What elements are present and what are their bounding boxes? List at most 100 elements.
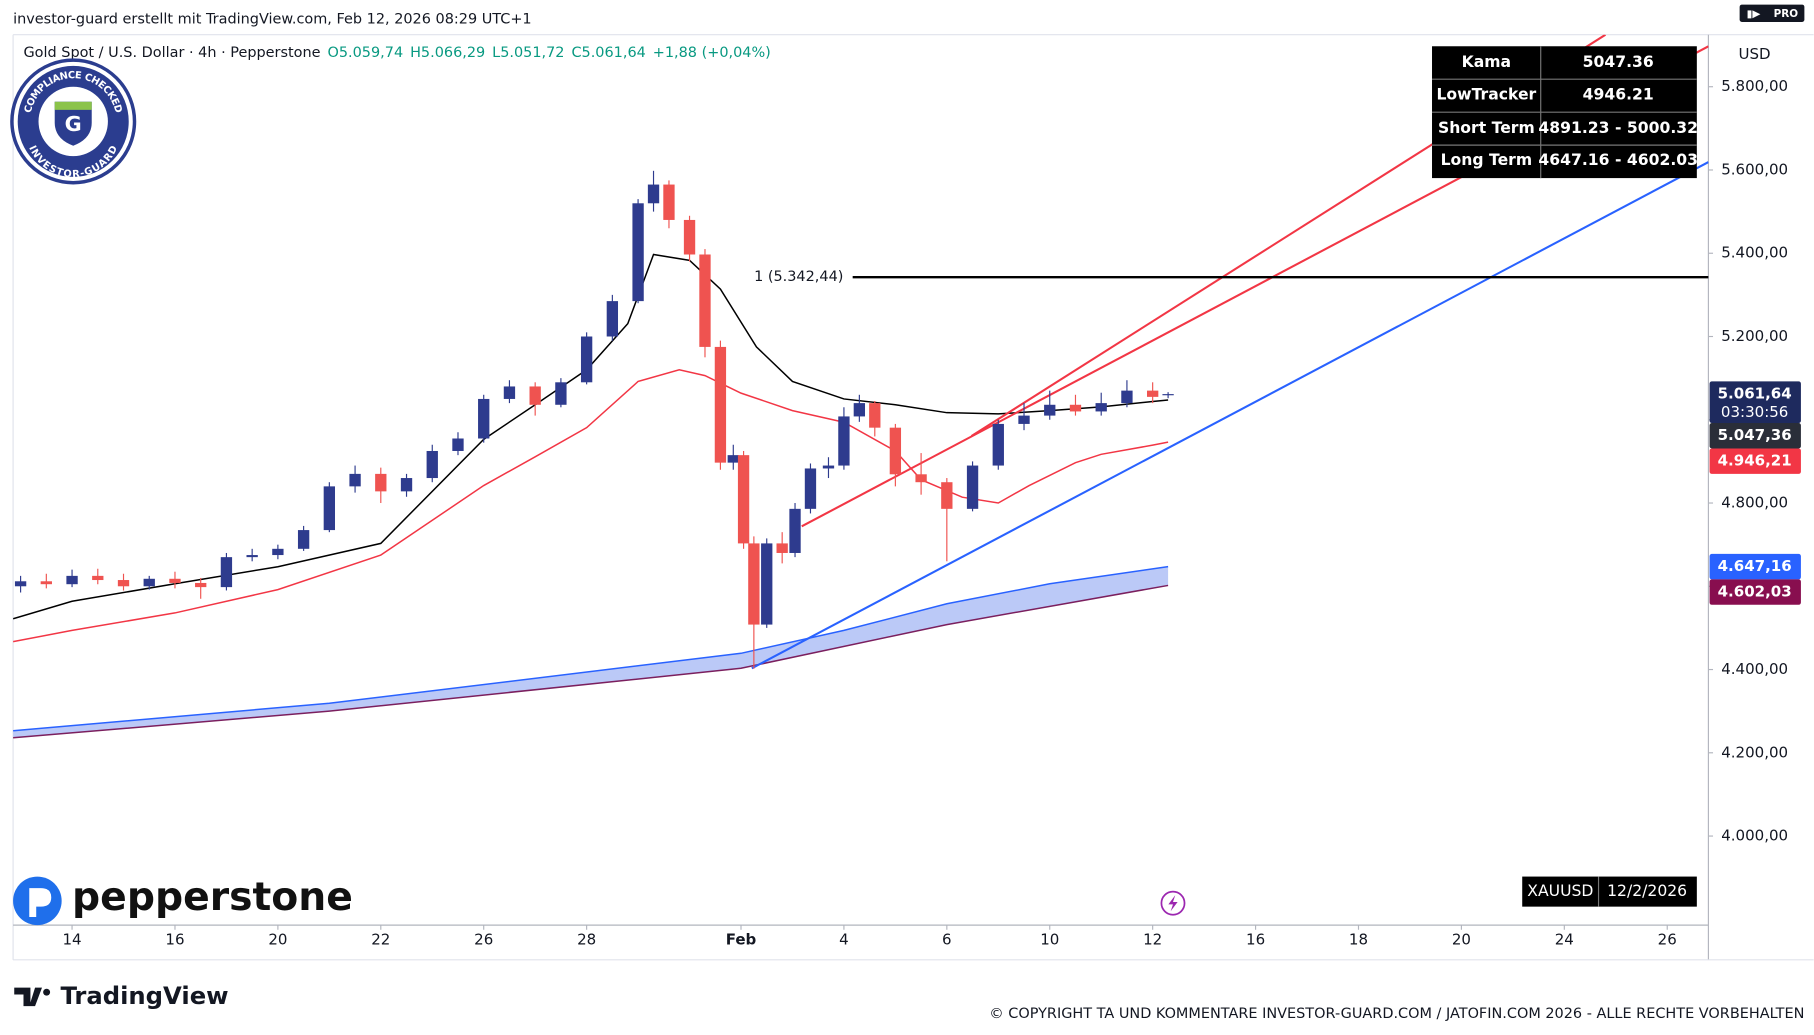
attribution: investor-guard erstellt mit TradingView.… [13,12,532,28]
price-label-text: 4.602,03 [1718,583,1792,601]
x-tick-label: 12 [1143,931,1162,949]
candle-body [1018,415,1030,424]
price-label-text: 4.946,21 [1718,452,1792,470]
candle-body [915,474,927,483]
table-cell: Kama [1462,53,1511,71]
tv-pro: PRO [1774,8,1799,20]
candle-body [1044,404,1056,416]
x-tick-label: 26 [1658,931,1677,949]
candle-body [195,582,207,588]
y-tick-label: 4.400,00 [1721,660,1788,678]
badge-letter: G [65,112,82,136]
ohlc: L5.051,72 [492,45,564,61]
x-tick-label: 28 [577,931,596,949]
x-tick-label: Feb [726,931,757,949]
alert-icon[interactable] [1160,890,1186,916]
date-value: 12/2/2026 [1607,882,1687,900]
x-tick-label: 14 [62,931,81,949]
tradingview-text: TradingView [60,981,228,1010]
candle-body [869,403,881,428]
currency: USD [1738,45,1770,63]
candle-body [632,203,644,302]
table-cell: 4647.16 - 4602.03 [1538,151,1698,169]
candle-body [529,386,541,405]
ohlc: O5.059,74 [327,45,403,61]
candle-body [92,575,104,581]
date-symbol: XAUUSD [1527,882,1593,900]
x-tick-label: 16 [165,931,184,949]
candle-body [400,478,413,492]
candle-body [1095,403,1107,412]
candle-body [941,482,953,509]
long-term-upper [13,565,1169,732]
compliance-badge: COMPLIANCE CHECKED INVESTOR-GUARD G [10,58,137,185]
price-label-text: 5.061,64 [1718,385,1792,403]
candle-body [727,455,739,463]
x-tick-label: 16 [1246,931,1265,949]
ohlc: H5.066,29 [410,45,485,61]
x-tick-label: 10 [1040,931,1059,949]
candle-body [66,575,78,585]
x-tick-label: 18 [1349,931,1368,949]
x-tick-label: 26 [474,931,493,949]
candle-body [804,468,817,509]
candle-body [663,184,675,220]
candle-body [966,465,979,509]
candle-body [169,578,181,583]
table-cell: LowTracker [1436,85,1536,103]
legend: Gold Spot / U.S. Dollar · 4h · Peppersto… [23,45,770,61]
candle-body [606,301,619,337]
ohlc: C5.061,64 [571,45,645,61]
pepperstone-logo: pepperstone [13,875,353,926]
candle-body [822,465,835,469]
x-tick-label: 20 [268,931,287,949]
x-tick-label: 4 [839,931,849,949]
candle-body [1069,404,1082,412]
tradingview-logo: TradingView [14,981,229,1010]
copyright: © COPYRIGHT TA UND KOMMENTARE INVESTOR-G… [989,1006,1804,1022]
candle-body [478,398,490,439]
candle-body [117,580,130,587]
x-tick-label: 20 [1452,931,1471,949]
candle-body [838,416,850,466]
candle-body [14,581,27,587]
candle-body [699,254,711,347]
y-tick-label: 4.000,00 [1721,827,1788,845]
info-table: Kama 5047.36 LowTracker 4946.21 Short Te… [1432,46,1698,179]
table-cell: 4891.23 - 5000.32 [1538,119,1698,137]
candle-body [889,427,902,475]
table-cell: Long Term [1441,151,1533,169]
candle-body [748,543,760,625]
candle-body [1121,390,1133,404]
candle-body [143,578,155,587]
candle-body [1147,390,1159,397]
x-tick-label: 22 [371,931,390,949]
candle-body [426,450,438,479]
price-label-text: 4.647,16 [1718,557,1792,575]
candle-body [992,423,1004,466]
long-term-lower [13,584,1169,739]
price-label [1709,553,1801,580]
candle-body [580,336,593,383]
candle-body [683,219,696,255]
candle-body [40,581,52,585]
price-label [1709,423,1801,449]
candle-body [246,555,258,558]
y-tick-label: 5.800,00 [1721,77,1788,95]
trendline [751,161,1709,670]
low-tracker-line [13,369,1169,643]
symbol: Gold Spot / U.S. Dollar · 4h · Peppersto… [23,45,320,61]
candle-body [737,455,750,544]
candle-body [1162,394,1174,396]
y-tick-label: 4.800,00 [1721,494,1788,512]
candle-body [761,543,773,625]
candle-body [297,530,310,549]
price-label-text: 5.047,36 [1718,426,1792,444]
candle-body [503,386,516,399]
candle-body [375,473,387,492]
candle-body [323,486,336,531]
y-tick-label: 4.200,00 [1721,743,1788,761]
tv-logo: ▮▶ [1747,8,1761,20]
candle-body [789,508,801,553]
